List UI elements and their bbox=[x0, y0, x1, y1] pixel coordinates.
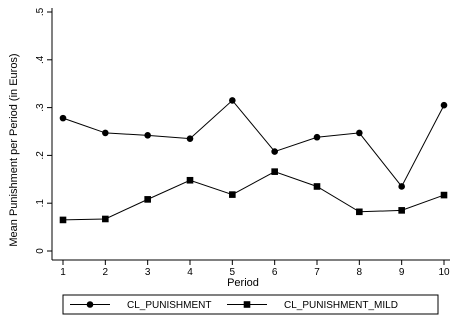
y-tick-label: .1 bbox=[35, 199, 46, 208]
data-point bbox=[59, 216, 67, 224]
x-tick-label: 5 bbox=[230, 267, 236, 278]
x-tick-label: 7 bbox=[314, 267, 320, 278]
x-tick-label: 2 bbox=[103, 267, 109, 278]
y-tick-label: 0 bbox=[35, 248, 46, 254]
data-point bbox=[398, 183, 405, 190]
x-axis-title: Period bbox=[227, 277, 259, 289]
y-tick-label: .5 bbox=[35, 7, 46, 16]
y-tick-label: .2 bbox=[35, 151, 46, 160]
x-tick-label: 4 bbox=[187, 267, 193, 278]
x-tick-label: 8 bbox=[357, 267, 363, 278]
data-point bbox=[102, 215, 109, 223]
data-point bbox=[144, 196, 151, 203]
series-line bbox=[62, 99, 445, 188]
y-tick-label: .4 bbox=[35, 55, 46, 64]
data-point bbox=[440, 191, 448, 199]
data-point bbox=[440, 101, 448, 109]
x-tick-label: 3 bbox=[145, 267, 151, 278]
data-point bbox=[356, 129, 363, 137]
data-point bbox=[102, 129, 109, 137]
x-tick-label: 6 bbox=[272, 267, 278, 278]
data-point bbox=[398, 207, 405, 214]
series-lines bbox=[59, 97, 448, 224]
series-line bbox=[62, 171, 445, 221]
data-point bbox=[144, 132, 151, 139]
data-point bbox=[229, 97, 236, 104]
series-1 bbox=[59, 168, 448, 224]
data-point bbox=[271, 148, 278, 155]
legend-marker bbox=[86, 301, 94, 308]
y-tick-label: .3 bbox=[35, 103, 46, 112]
data-point bbox=[313, 183, 321, 190]
data-point bbox=[356, 208, 363, 216]
legend-label: CL_PUNISHMENT_MILD bbox=[284, 300, 398, 311]
series-0 bbox=[59, 97, 448, 190]
y-axis-title: Mean Punishment per Period (in Euros) bbox=[8, 53, 20, 246]
data-point bbox=[313, 133, 321, 141]
data-point bbox=[186, 135, 194, 142]
x-tick-label: 10 bbox=[438, 267, 450, 278]
x-tick-label: 1 bbox=[60, 267, 66, 278]
data-point bbox=[59, 114, 67, 122]
axes: 0 .1 .2 .3 .4 .5 1 2 3 4 5 6 7 8 9 10 bbox=[35, 7, 450, 278]
data-point bbox=[271, 168, 278, 175]
data-point bbox=[186, 176, 194, 184]
legend-marker bbox=[243, 301, 251, 308]
data-point bbox=[229, 191, 236, 198]
legend-label: CL_PUNISHMENT bbox=[127, 300, 211, 311]
legend: CL_PUNISHMENT CL_PUNISHMENT_MILD bbox=[62, 294, 439, 315]
x-tick-label: 9 bbox=[399, 267, 405, 278]
